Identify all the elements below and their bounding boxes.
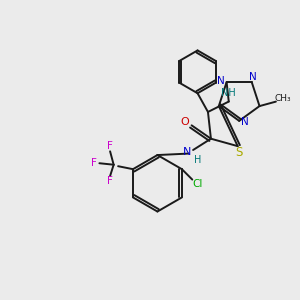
Text: H: H	[194, 155, 201, 165]
Text: F: F	[106, 141, 112, 151]
Text: NH: NH	[221, 88, 236, 98]
Text: N: N	[218, 76, 225, 86]
Text: O: O	[181, 117, 189, 128]
Text: S: S	[236, 146, 243, 159]
Text: N: N	[183, 147, 191, 157]
Text: F: F	[106, 176, 112, 186]
Text: Cl: Cl	[192, 179, 203, 189]
Text: CH₃: CH₃	[275, 94, 292, 103]
Text: F: F	[92, 158, 97, 168]
Text: N: N	[249, 72, 257, 82]
Text: N: N	[241, 117, 249, 128]
